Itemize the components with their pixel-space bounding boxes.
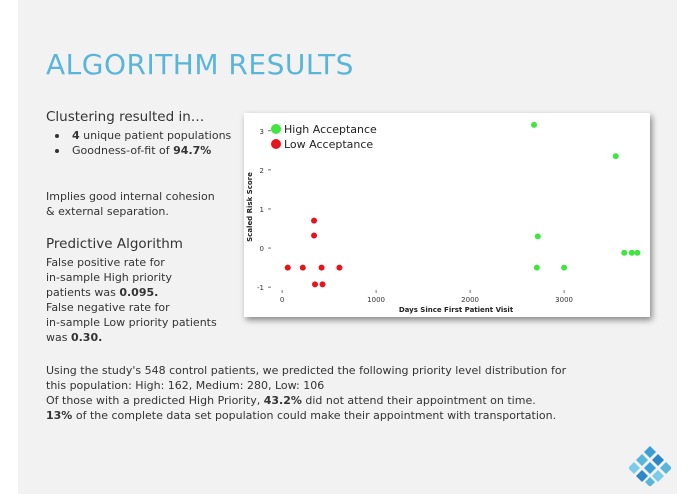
x-tick-label: 3000 — [555, 296, 573, 304]
low-acceptance-point — [299, 264, 306, 271]
summary-text: Using the study's 548 control patients, … — [46, 364, 567, 422]
y-axis-label: Scaled Risk Score — [246, 172, 254, 242]
scatter-chart-panel: -1 0 1 2 3 0 1000 2000 3000 Days Since First Pati… — [244, 113, 650, 317]
low-acceptance-point — [311, 232, 318, 239]
cohesion-note: Implies good internal cohesion & externa… — [46, 190, 215, 218]
low-acceptance-point — [312, 281, 318, 288]
low-acceptance-point — [311, 217, 318, 224]
slide-title: ALGORITHM RESULTS — [46, 48, 354, 81]
clustering-bullets: 4 unique patient populations Goodness-of… — [46, 128, 236, 158]
x-tick-label: 2000 — [461, 296, 479, 304]
low-acceptance-point — [284, 264, 291, 271]
false-negative-value: 0.30. — [70, 331, 103, 344]
low-acceptance-legend-marker — [271, 139, 281, 149]
predictive-rates: False positive rate for in-sample High p… — [46, 256, 217, 344]
high-acceptance-point — [612, 153, 619, 160]
high-acceptance-point — [534, 233, 541, 240]
false-positive-value: 0.095. — [119, 286, 159, 299]
high-acceptance-point — [634, 249, 641, 256]
y-tick-label: 3 — [260, 128, 264, 136]
predictive-heading: Predictive Algorithm — [46, 236, 183, 252]
high-acceptance-legend-marker — [271, 124, 281, 134]
scatter-chart: -1 0 1 2 3 0 1000 2000 3000 Days Since First Pati… — [246, 121, 641, 314]
x-tick-label: 1000 — [367, 296, 385, 304]
high-acceptance-point — [621, 249, 628, 256]
bullet-unique-populations: 4 unique patient populations — [46, 128, 236, 143]
low-acceptance-point — [319, 281, 326, 288]
low-acceptance-legend-label: Low Acceptance — [284, 138, 373, 151]
low-acceptance-point — [318, 264, 325, 271]
low-acceptance-point — [336, 264, 343, 271]
high-acceptance-point — [533, 264, 540, 271]
high-acceptance-point — [628, 249, 635, 256]
bullet-goodness-of-fit: Goodness-of-fit of 94.7% — [46, 143, 236, 158]
y-tick-label: 0 — [260, 245, 264, 253]
y-tick-label: 1 — [260, 206, 264, 214]
high-acceptance-legend-label: High Acceptance — [284, 123, 377, 136]
clustering-heading: Clustering resulted in… — [46, 109, 205, 125]
x-tick-label: 0 — [280, 296, 284, 304]
high-acceptance-point — [561, 264, 568, 271]
diamond-cluster-logo-icon — [629, 446, 671, 486]
y-tick-label: -1 — [257, 284, 264, 292]
y-tick-label: 2 — [260, 167, 264, 175]
x-axis-label: Days Since First Patient Visit — [399, 306, 514, 314]
high-acceptance-point — [531, 121, 538, 128]
